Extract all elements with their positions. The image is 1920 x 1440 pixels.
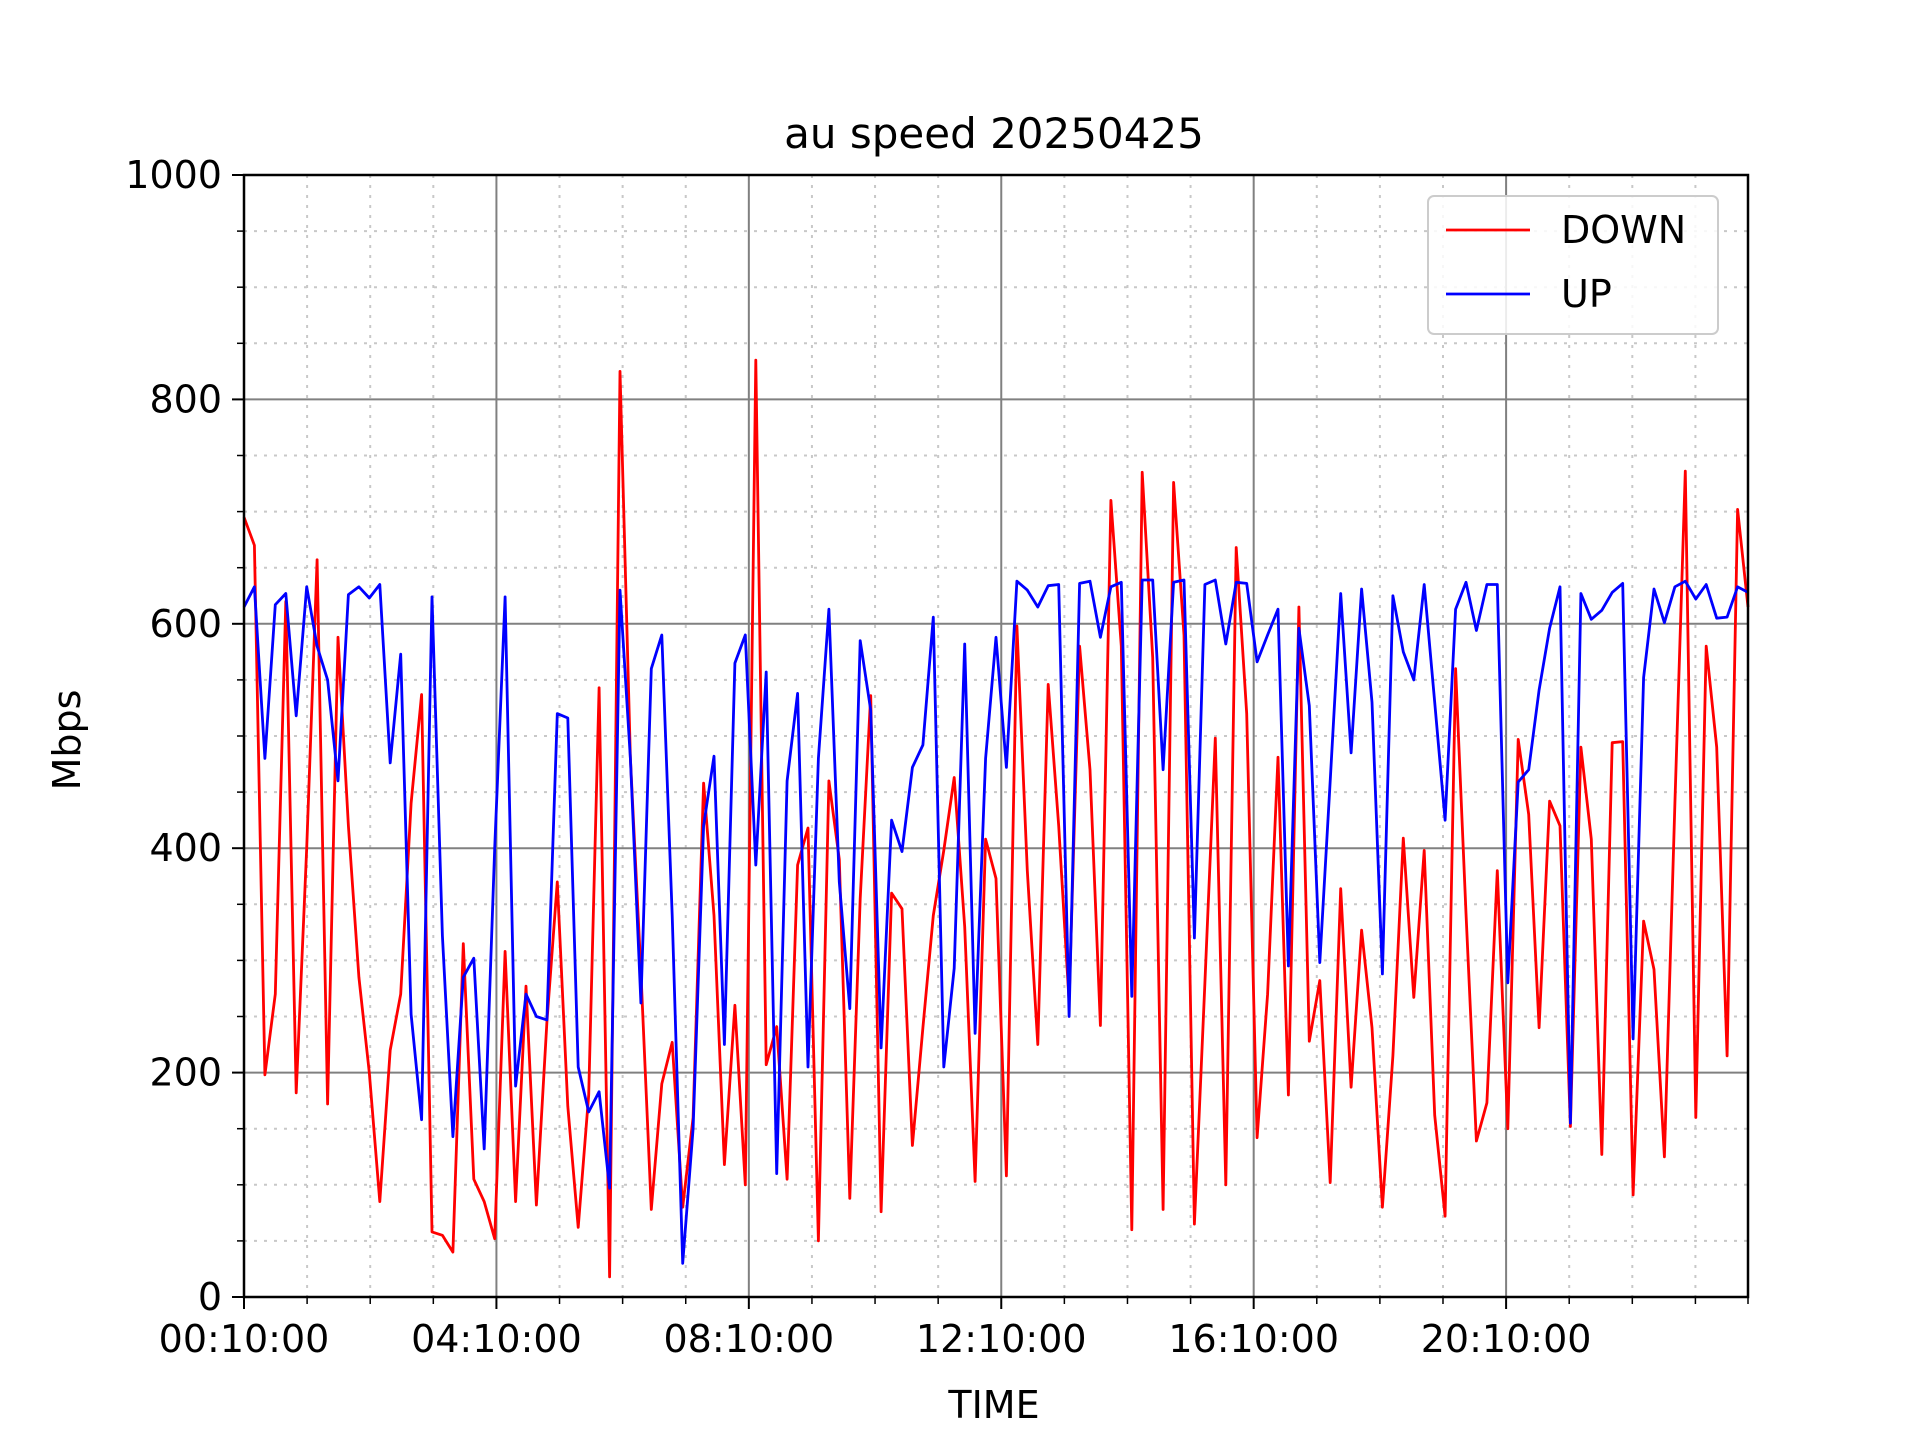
x-tick-label: 16:10:00	[1168, 1317, 1339, 1361]
y-axis-label: Mbps	[45, 690, 89, 791]
y-tick-label: 200	[149, 1051, 222, 1095]
legend-label-up: UP	[1561, 272, 1612, 316]
minor-grid	[244, 175, 1748, 1297]
axis-ticks: 00:10:00 04:10:00 08:10:00 12:10:00 16:10:00…	[125, 153, 1749, 1361]
x-axis-label: TIME	[947, 1383, 1039, 1427]
x-tick-label: 12:10:00	[916, 1317, 1087, 1361]
y-tick-label: 0	[198, 1275, 222, 1319]
x-tick-label: 08:10:00	[664, 1317, 835, 1361]
y-tick-label: 800	[149, 377, 222, 421]
legend: DOWN UP	[1427, 195, 1719, 335]
x-tick-label: 00:10:00	[159, 1317, 330, 1361]
x-tick-label: 04:10:00	[411, 1317, 582, 1361]
x-tick-label: 20:10:00	[1421, 1317, 1592, 1361]
y-tick-label: 600	[149, 602, 222, 646]
series-line-up	[242, 578, 1749, 1265]
y-tick-label: 400	[149, 826, 222, 870]
chart-title: au speed 20250425	[784, 109, 1204, 158]
series-layer	[242, 358, 1750, 1279]
legend-label-down: DOWN	[1561, 208, 1686, 252]
series-line-down	[242, 358, 1750, 1279]
y-tick-label: 1000	[125, 153, 222, 197]
